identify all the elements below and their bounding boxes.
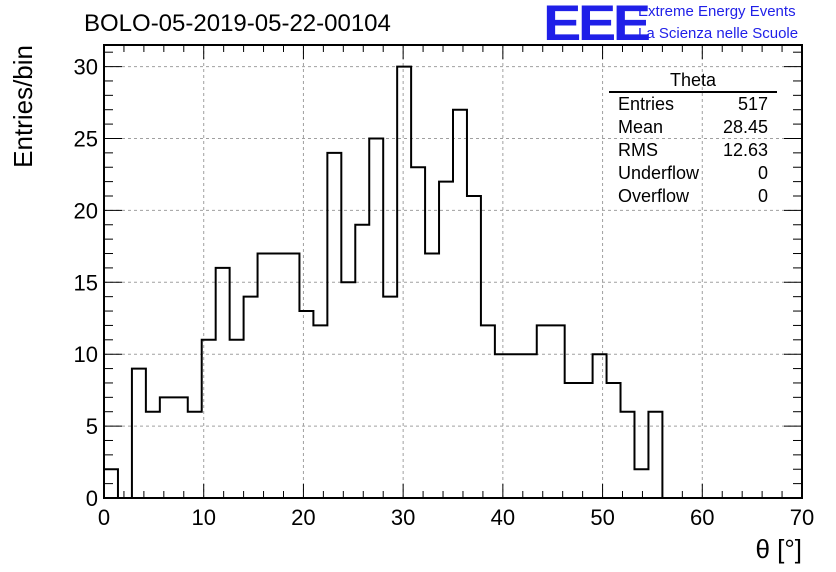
stats-value: 28.45	[722, 117, 768, 137]
x-tick-label: 0	[98, 505, 110, 530]
stats-value: 517	[737, 94, 768, 114]
y-tick-label: 25	[74, 126, 98, 151]
stats-label: Overflow	[618, 186, 690, 206]
x-tick-label: 20	[291, 505, 315, 530]
logo-caption-line2: La Scienza nelle Scuole	[638, 25, 799, 42]
y-tick-label: 10	[74, 342, 98, 367]
x-tick-label: 40	[491, 505, 515, 530]
y-tick-label: 20	[74, 198, 98, 223]
eee-logo: EEE	[543, 0, 651, 51]
stats-label: Entries	[618, 94, 675, 114]
histogram-outline	[103, 65, 802, 499]
stats-value: 0	[757, 163, 768, 183]
y-tick-label: 0	[86, 486, 98, 511]
stats-value: 0	[757, 186, 768, 206]
stats-box-name: Theta	[609, 70, 777, 93]
stats-label: Underflow	[618, 163, 700, 183]
x-axis-title: θ [°]	[755, 534, 802, 564]
stats-label: RMS	[618, 140, 658, 160]
logo-caption-line1: Extreme Energy Events	[638, 3, 796, 20]
plot-frame	[103, 44, 803, 499]
stats-row-overflow: Overflow 0	[609, 185, 777, 208]
stats-box: Theta Entries 517 Mean 28.45 RMS 12.63 U…	[609, 70, 777, 208]
stats-row-entries: Entries 517	[609, 93, 777, 116]
y-tick-label: 15	[74, 270, 98, 295]
y-tick-label: 30	[74, 55, 98, 80]
x-tick-label: 50	[590, 505, 614, 530]
y-axis-title: Entries/bin	[8, 45, 38, 168]
y-tick-label: 5	[86, 414, 98, 439]
x-tick-label: 70	[790, 505, 814, 530]
stats-label: Mean	[618, 117, 664, 137]
stats-row-underflow: Underflow 0	[609, 162, 777, 185]
stats-row-rms: RMS 12.63	[609, 139, 777, 162]
x-tick-label: 60	[690, 505, 714, 530]
stats-value: 12.63	[722, 140, 768, 160]
stats-row-mean: Mean 28.45	[609, 116, 777, 139]
x-tick-label: 30	[391, 505, 415, 530]
chart-title: BOLO-05-2019-05-22-00104	[84, 10, 391, 37]
x-tick-label: 10	[191, 505, 215, 530]
